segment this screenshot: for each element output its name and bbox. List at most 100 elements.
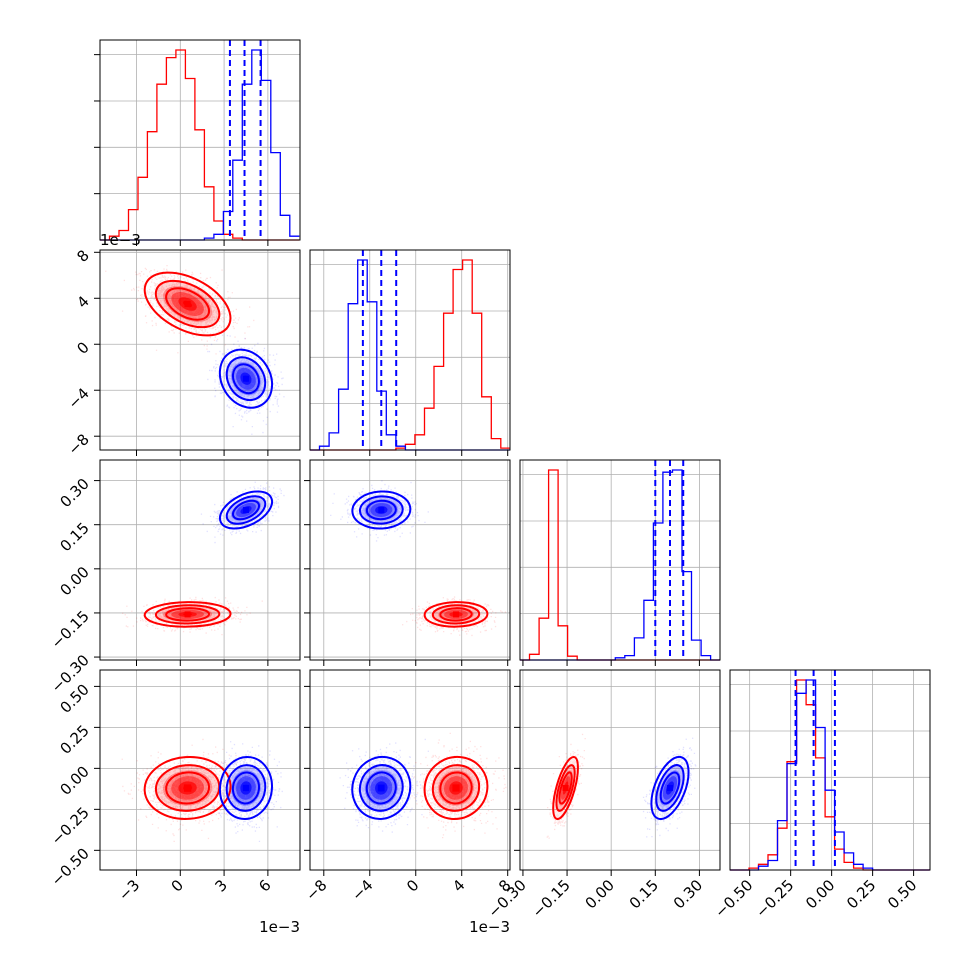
frame-layer (94, 39, 931, 876)
contour-blue (351, 755, 412, 820)
x-tick-label: 0.00 (802, 876, 838, 912)
scatter-blue (339, 738, 441, 833)
contour-red (165, 607, 211, 622)
x-offset-label: 1e−3 (469, 918, 510, 936)
contour-red (154, 279, 221, 329)
histogram-blue (520, 469, 720, 661)
panel-frame (99, 459, 301, 661)
contour-blue (358, 764, 404, 812)
contour-blue (225, 495, 267, 525)
contour-red (143, 755, 232, 820)
contour-blue (231, 363, 260, 395)
density-peak-red (562, 785, 569, 791)
y-tick-label: −8 (64, 430, 92, 458)
panel-frame (309, 669, 511, 871)
x-tick-label: 0 (168, 876, 187, 895)
y-tick-label: 4 (73, 292, 92, 311)
x-tick-label: −0.25 (752, 876, 797, 921)
contour-blue (218, 490, 274, 530)
panel-frame (99, 669, 301, 871)
x-tick-label: 0.50 (884, 876, 920, 912)
contour-blue (351, 490, 412, 530)
y-tick-label: −0.15 (48, 607, 93, 652)
histogram-blue (310, 259, 510, 451)
x-tick-label: −0.15 (529, 876, 574, 921)
contour-red (423, 601, 489, 628)
contour-red (154, 604, 221, 625)
contour-red (555, 764, 576, 812)
x-tick-label: 0.15 (626, 876, 662, 912)
contour-red (558, 771, 573, 805)
y-tick-label: 0.25 (56, 721, 92, 757)
density-peak-red (453, 611, 459, 618)
density-peak-blue (377, 784, 385, 792)
density-peak-red (184, 611, 191, 618)
x-tick-label: −3 (115, 876, 143, 904)
contour-red (143, 271, 232, 337)
panel-frame (519, 669, 721, 871)
contour-blue (358, 495, 404, 525)
x-tick-label: 0.25 (843, 876, 879, 912)
contour-blue (225, 764, 267, 812)
contour-layer (143, 271, 690, 821)
scatter-layer (105, 265, 697, 842)
contour-blue (231, 499, 261, 521)
panel-frame (729, 669, 931, 871)
contour-blue (218, 755, 273, 820)
y-tick-label: 0.15 (56, 519, 92, 555)
panel-frame (99, 39, 301, 241)
contour-blue (218, 348, 274, 409)
x-tick-label: 0 (403, 876, 422, 895)
density-peak-red (183, 784, 192, 792)
histogram-blue (100, 49, 300, 241)
contour-blue (650, 755, 690, 821)
x-tick-label: 4 (449, 876, 468, 895)
panel-frame (309, 459, 511, 661)
histogram-blue (730, 679, 930, 871)
x-tick-label: −4 (348, 876, 376, 904)
density-peak-blue (243, 375, 249, 382)
density-peak-blue (667, 785, 673, 791)
contour-red (439, 607, 473, 622)
y-tick-label: 0.30 (56, 475, 92, 511)
contour-blue (365, 771, 397, 805)
contour-red (431, 764, 481, 812)
contour-blue (231, 771, 261, 805)
histogram-red (100, 49, 300, 241)
density-peak-blue (242, 784, 250, 792)
contour-red (552, 755, 579, 820)
histogram-red (520, 469, 720, 661)
density-peak-red (184, 300, 191, 308)
density-peak-blue (378, 507, 385, 513)
x-tick-label: 0.30 (670, 876, 706, 912)
x-offset-label: 1e−3 (259, 918, 300, 936)
y-tick-label: −0.25 (48, 803, 93, 848)
contour-blue (655, 764, 685, 812)
histogram-red (730, 679, 930, 871)
y-offset-label: 1e−3 (100, 231, 141, 249)
density-peak-red (452, 784, 460, 792)
y-tick-label: 0.00 (56, 762, 92, 798)
y-tick-label: 0.00 (56, 563, 92, 599)
y-tick-label: −0.50 (48, 844, 93, 889)
y-tick-label: 0 (73, 338, 92, 357)
y-tick-label: −4 (64, 384, 92, 412)
contour-red (431, 604, 481, 625)
histogram-red (310, 259, 510, 451)
contour-blue (365, 499, 397, 521)
panel-frame (519, 459, 721, 661)
contour-red (165, 771, 211, 805)
contour-red (143, 601, 232, 628)
contour-red (439, 771, 473, 805)
contour-red (165, 287, 211, 321)
x-tick-label: 6 (255, 876, 274, 895)
density-peak-blue (243, 507, 249, 513)
x-tick-label: −0.50 (711, 876, 756, 921)
contour-blue (659, 771, 681, 805)
x-tick-label: 3 (211, 876, 230, 895)
panel-frame (309, 249, 511, 451)
y-tick-label: 8 (73, 246, 92, 265)
panel-frame (99, 249, 301, 451)
x-tick-label: −8 (302, 876, 330, 904)
